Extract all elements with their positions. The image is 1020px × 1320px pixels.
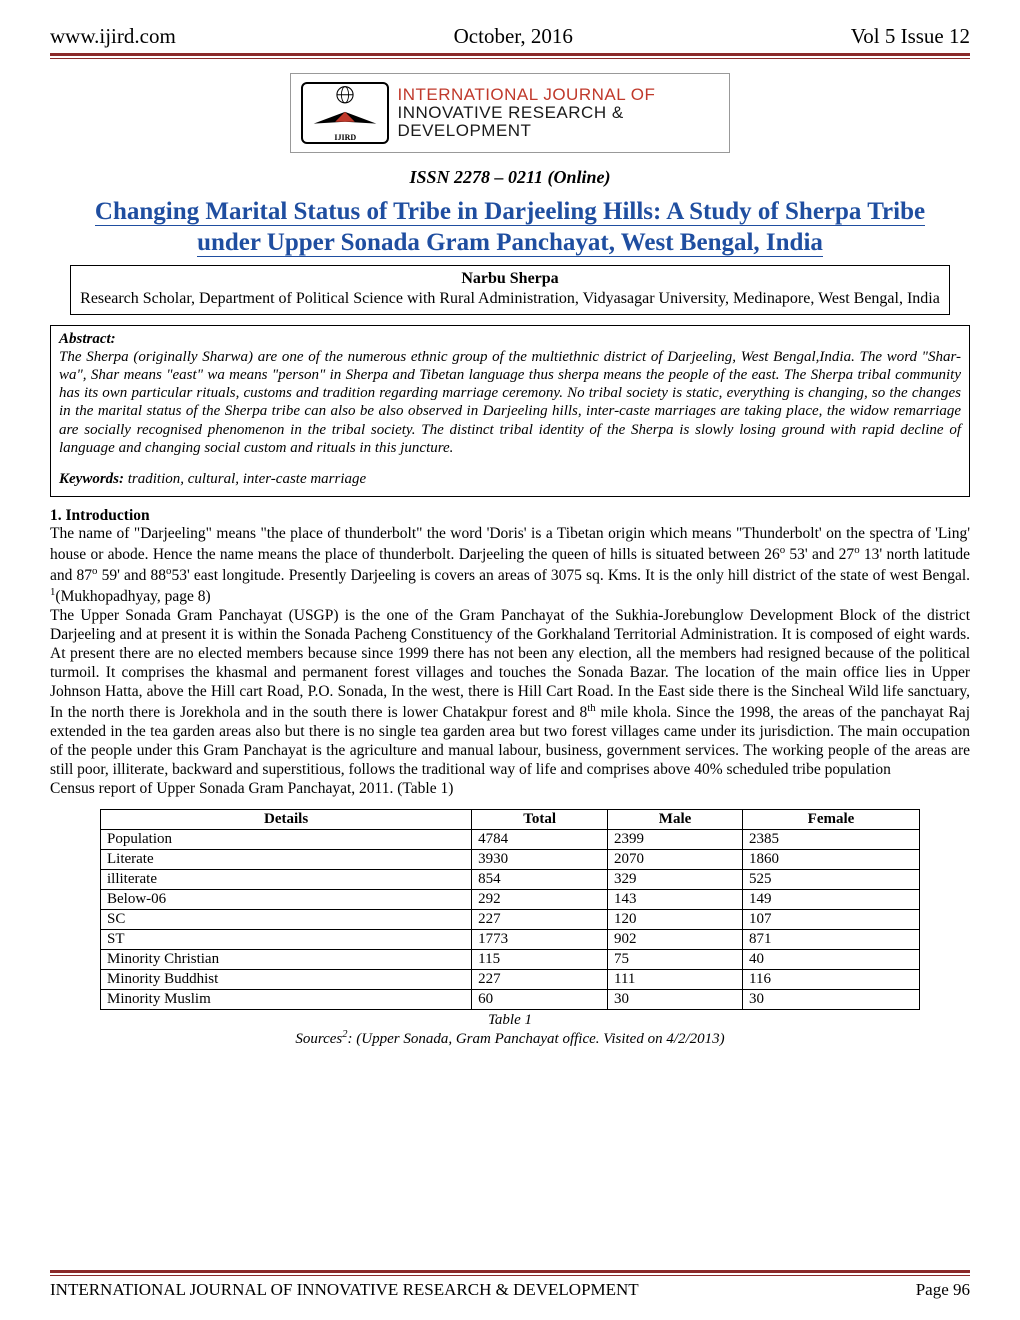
table-row: SC227120107 xyxy=(101,909,920,929)
table-cell: Minority Muslim xyxy=(101,989,472,1009)
logo-line-1: INTERNATIONAL JOURNAL OF xyxy=(397,86,719,104)
keywords-label: Keywords: xyxy=(59,471,124,487)
table-cell: 149 xyxy=(743,889,920,909)
header-issue: Vol 5 Issue 12 xyxy=(851,24,970,49)
table-cell: 2399 xyxy=(608,829,743,849)
table-cell: 525 xyxy=(743,869,920,889)
table-cell: 2070 xyxy=(608,849,743,869)
table-cell: 854 xyxy=(472,869,608,889)
table-cell: ST xyxy=(101,929,472,949)
table-cell: 902 xyxy=(608,929,743,949)
header-rule xyxy=(50,53,970,59)
table-row: Minority Muslim603030 xyxy=(101,989,920,1009)
table-row: illiterate854329525 xyxy=(101,869,920,889)
header-site: www.ijird.com xyxy=(50,24,176,49)
table-cell: 30 xyxy=(608,989,743,1009)
intro-paragraph-1: The name of "Darjeeling" means "the plac… xyxy=(50,525,970,607)
table-cell: 75 xyxy=(608,949,743,969)
col-total: Total xyxy=(472,809,608,829)
table-cell: 871 xyxy=(743,929,920,949)
table-cell: 1860 xyxy=(743,849,920,869)
table-cell: 227 xyxy=(472,909,608,929)
table-row: ST1773902871 xyxy=(101,929,920,949)
article-title: Changing Marital Status of Tribe in Darj… xyxy=(60,196,960,259)
table-cell: 116 xyxy=(743,969,920,989)
table-cell: 30 xyxy=(743,989,920,1009)
footer-journal: INTERNATIONAL JOURNAL OF INNOVATIVE RESE… xyxy=(50,1280,639,1300)
table-row: Minority Christian1157540 xyxy=(101,949,920,969)
col-male: Male xyxy=(608,809,743,829)
table-header-row: Details Total Male Female xyxy=(101,809,920,829)
table-cell: 1773 xyxy=(472,929,608,949)
bird-icon xyxy=(309,108,381,131)
journal-logo-icon: IJIRD xyxy=(301,82,389,144)
author-affiliation: Research Scholar, Department of Politica… xyxy=(79,289,941,309)
intro-paragraph-2: The Upper Sonada Gram Panchayat (USGP) i… xyxy=(50,607,970,779)
census-table: Details Total Male Female Population4784… xyxy=(100,809,920,1010)
footer-rule xyxy=(50,1270,970,1276)
col-details: Details xyxy=(101,809,472,829)
page-header: www.ijird.com October, 2016 Vol 5 Issue … xyxy=(50,24,970,53)
table-cell: 40 xyxy=(743,949,920,969)
table-cell: Minority Christian xyxy=(101,949,472,969)
table-row: Minority Buddhist227111116 xyxy=(101,969,920,989)
table-cell: 3930 xyxy=(472,849,608,869)
table-cell: SC xyxy=(101,909,472,929)
table-source: Sources2: (Upper Sonada, Gram Panchayat … xyxy=(50,1029,970,1048)
table-row: Population478423992385 xyxy=(101,829,920,849)
issn-line: ISSN 2278 – 0211 (Online) xyxy=(50,167,970,188)
article-title-wrap: Changing Marital Status of Tribe in Darj… xyxy=(50,196,970,259)
table-cell: 120 xyxy=(608,909,743,929)
table-cell: illiterate xyxy=(101,869,472,889)
section-1-heading: 1. Introduction xyxy=(50,507,970,525)
globe-icon xyxy=(334,84,356,106)
table-caption: Table 1 xyxy=(50,1012,970,1029)
table-cell: Population xyxy=(101,829,472,849)
table-cell: 60 xyxy=(472,989,608,1009)
table-cell: 2385 xyxy=(743,829,920,849)
table-cell: Minority Buddhist xyxy=(101,969,472,989)
table-cell: 4784 xyxy=(472,829,608,849)
intro-paragraph-3: Census report of Upper Sonada Gram Panch… xyxy=(50,780,970,799)
author-box: Narbu Sherpa Research Scholar, Departmen… xyxy=(70,265,950,315)
journal-logo-box: IJIRD INTERNATIONAL JOURNAL OF INNOVATIV… xyxy=(290,73,730,153)
table-cell: 143 xyxy=(608,889,743,909)
table-cell: 107 xyxy=(743,909,920,929)
abstract-heading: Abstract: xyxy=(59,331,961,348)
footer-page: Page 96 xyxy=(916,1280,970,1300)
table-cell: 115 xyxy=(472,949,608,969)
table-row: Below-06292143149 xyxy=(101,889,920,909)
abstract-body: The Sherpa (originally Sharwa) are one o… xyxy=(59,348,961,458)
logo-line-2: INNOVATIVE RESEARCH & DEVELOPMENT xyxy=(397,104,719,140)
keywords-text: tradition, cultural, inter-caste marriag… xyxy=(128,471,366,487)
table-cell: Below-06 xyxy=(101,889,472,909)
col-female: Female xyxy=(743,809,920,829)
keywords-line: Keywords: tradition, cultural, inter-cas… xyxy=(59,471,961,488)
table-cell: 111 xyxy=(608,969,743,989)
logo-badge-text: IJIRD xyxy=(334,133,356,142)
header-date: October, 2016 xyxy=(454,24,573,49)
table-cell: 292 xyxy=(472,889,608,909)
page-footer: INTERNATIONAL JOURNAL OF INNOVATIVE RESE… xyxy=(50,1280,970,1300)
table-cell: 329 xyxy=(608,869,743,889)
author-name: Narbu Sherpa xyxy=(79,269,941,289)
table-cell: 227 xyxy=(472,969,608,989)
table-row: Literate393020701860 xyxy=(101,849,920,869)
journal-logo-text: INTERNATIONAL JOURNAL OF INNOVATIVE RESE… xyxy=(397,86,719,140)
table-cell: Literate xyxy=(101,849,472,869)
abstract-box: Abstract: The Sherpa (originally Sharwa)… xyxy=(50,325,970,498)
